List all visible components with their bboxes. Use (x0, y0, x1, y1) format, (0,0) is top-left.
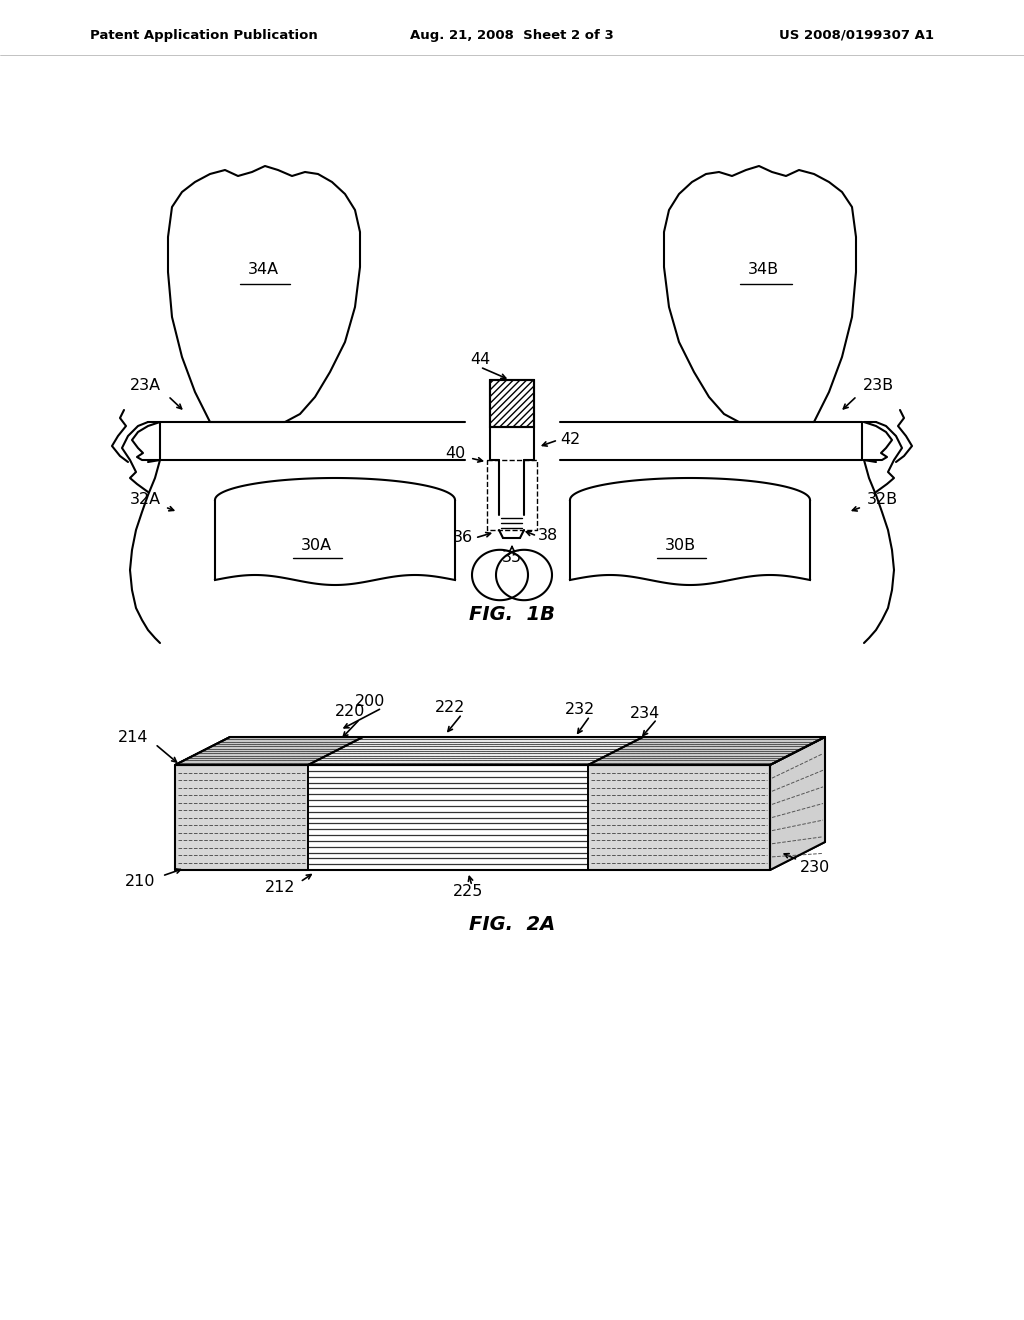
Text: FIG.  2A: FIG. 2A (469, 916, 555, 935)
Bar (490, 380, 534, 426)
Polygon shape (770, 737, 825, 870)
Text: 23A: 23A (129, 379, 161, 393)
Text: 222: 222 (435, 701, 465, 715)
Text: 23B: 23B (862, 379, 894, 393)
Text: 38: 38 (538, 528, 558, 544)
Text: 34B: 34B (748, 263, 778, 277)
Polygon shape (588, 737, 825, 766)
Text: FIG.  1B: FIG. 1B (469, 606, 555, 624)
Text: 34A: 34A (248, 263, 279, 277)
Text: Aug. 21, 2008  Sheet 2 of 3: Aug. 21, 2008 Sheet 2 of 3 (411, 29, 613, 41)
Polygon shape (175, 766, 770, 870)
Text: 212: 212 (264, 880, 295, 895)
Text: 210: 210 (125, 874, 155, 890)
Text: 35: 35 (502, 550, 522, 565)
Polygon shape (175, 766, 308, 870)
Polygon shape (175, 737, 362, 766)
Text: US 2008/0199307 A1: US 2008/0199307 A1 (779, 29, 934, 41)
Text: 32B: 32B (866, 492, 898, 507)
Text: 225: 225 (453, 884, 483, 899)
Text: 230: 230 (800, 859, 830, 874)
Polygon shape (588, 766, 770, 870)
Text: 32A: 32A (129, 492, 161, 507)
Polygon shape (175, 737, 825, 766)
Text: 44: 44 (470, 352, 490, 367)
Text: 234: 234 (630, 705, 660, 721)
Text: 40: 40 (444, 446, 465, 462)
Text: 220: 220 (335, 705, 366, 719)
Text: Patent Application Publication: Patent Application Publication (90, 29, 317, 41)
Text: 232: 232 (565, 702, 595, 718)
Text: 200: 200 (354, 694, 385, 710)
Text: 30A: 30A (300, 537, 332, 553)
Text: 30B: 30B (665, 537, 695, 553)
Text: 36: 36 (453, 531, 473, 545)
Text: 214: 214 (118, 730, 148, 746)
Text: 42: 42 (560, 433, 581, 447)
